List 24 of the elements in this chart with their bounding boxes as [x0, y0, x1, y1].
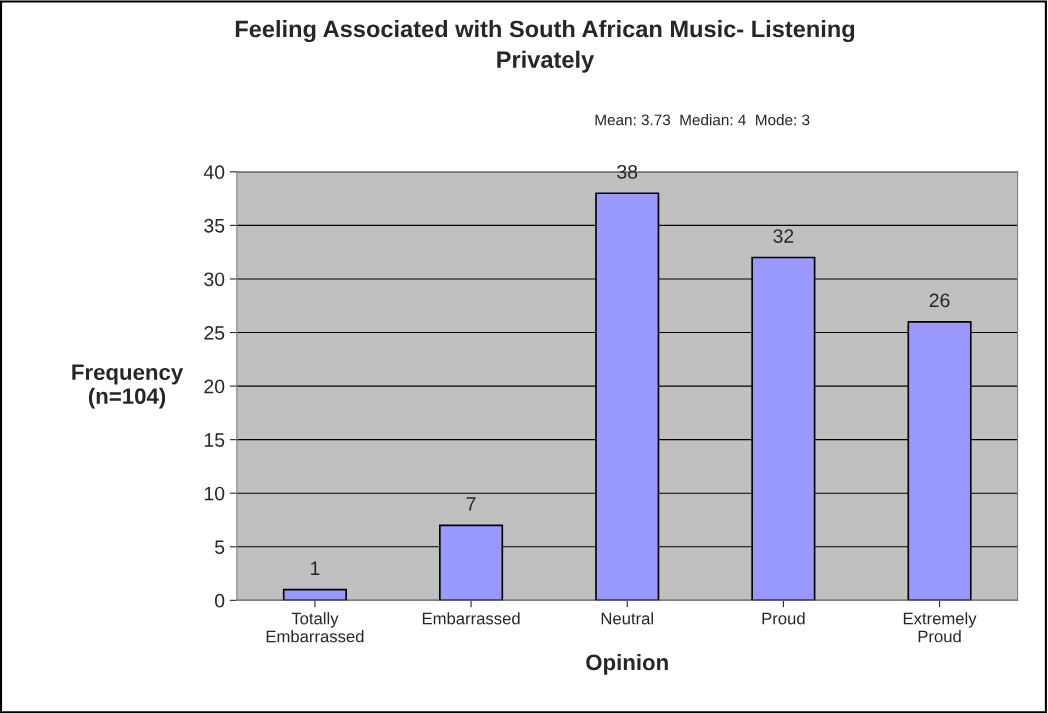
- data-label: 26: [929, 293, 950, 308]
- x-tick-label: Proud: [762, 612, 805, 625]
- y-tick-label: 0: [214, 593, 225, 608]
- y-tick-label: 25: [204, 325, 225, 340]
- y-axis-title: Frequency (n=104): [72, 364, 184, 409]
- x-tick-label: Neutral: [601, 612, 653, 625]
- data-label: 1: [311, 561, 320, 575]
- data-label: 7: [466, 497, 476, 511]
- y-tick-label: 30: [204, 272, 225, 287]
- text: Mean: 3.73 Median: 4 Mode: 3: [595, 114, 810, 126]
- x-tick-label: Totally Embarrassed: [266, 612, 364, 643]
- chart-title: Feeling Associated with South African Music- Listening Privately: [235, 20, 855, 73]
- bar: [282, 588, 347, 601]
- x-tick-label: Extremely Proud: [903, 612, 977, 643]
- data-label: 32: [773, 229, 794, 243]
- y-tick-label: 10: [204, 486, 225, 501]
- data-label: 38: [617, 164, 638, 179]
- x-tick-label: Embarrassed: [422, 612, 520, 625]
- y-tick-label: 5: [215, 540, 225, 555]
- x-axis-title: Opinion: [586, 653, 668, 675]
- y-tick-label: 15: [204, 433, 225, 447]
- y-tick-label: 35: [204, 218, 225, 233]
- y-tick-label: 40: [203, 165, 225, 180]
- y-tick-label: 20: [204, 379, 225, 394]
